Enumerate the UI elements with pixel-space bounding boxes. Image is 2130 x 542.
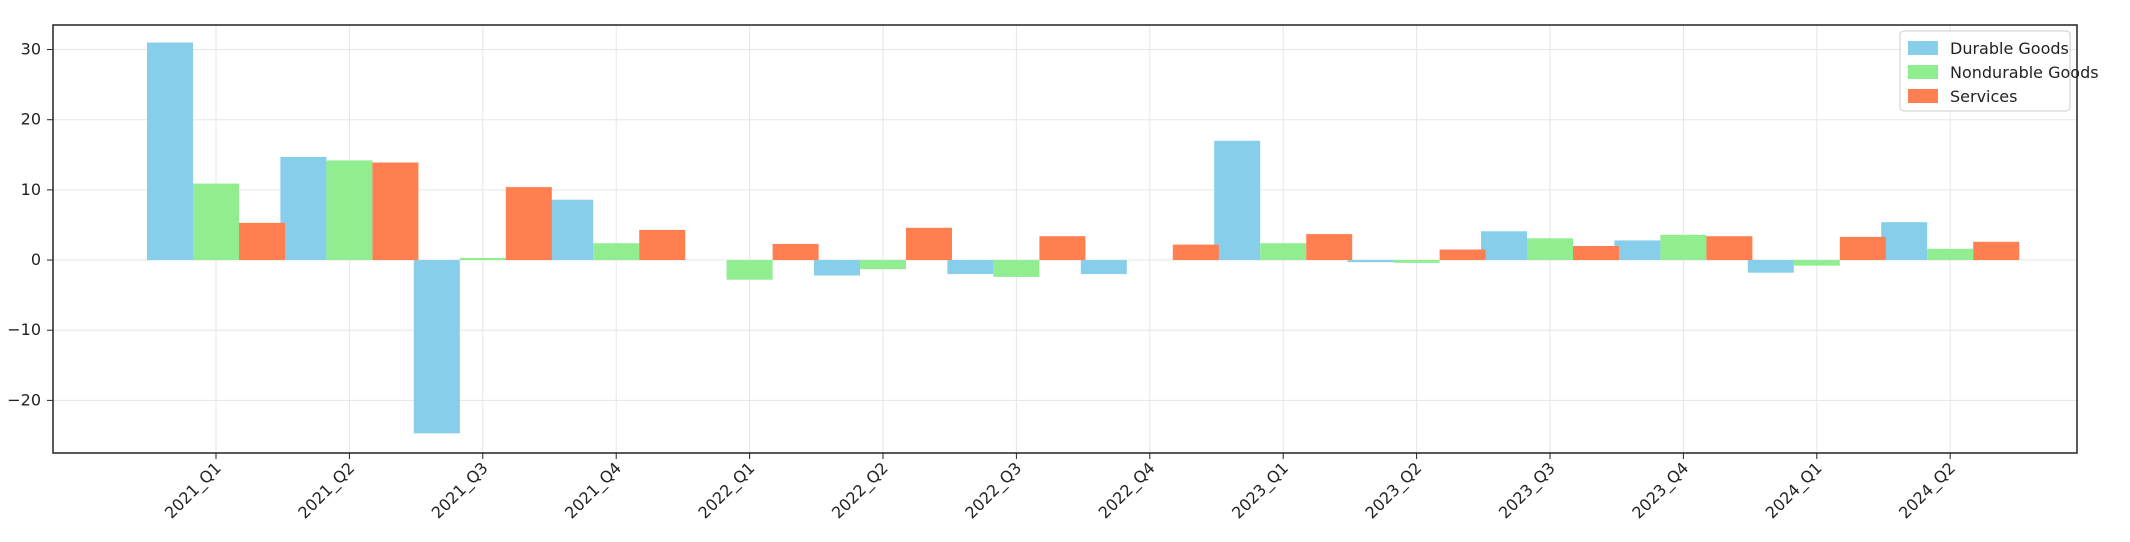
bar-durable-goods <box>1481 231 1527 261</box>
bar-services <box>1573 246 1619 261</box>
x-tick-label: 2021_Q3 <box>428 458 493 523</box>
bar-durable-goods <box>1347 260 1394 263</box>
bar-nondurable-goods <box>1793 260 1840 266</box>
x-tick-label: 2023_Q2 <box>1361 458 1426 523</box>
bar-nondurable-goods <box>193 183 239 261</box>
x-tick-label: 2023_Q1 <box>1228 458 1293 523</box>
x-tick-label: 2023_Q4 <box>1628 458 1693 523</box>
y-tick-label: −10 <box>7 320 41 339</box>
bar-durable-goods <box>947 260 994 275</box>
x-tick-label: 2021_Q1 <box>161 458 226 523</box>
bar-services <box>772 243 819 261</box>
bar-nondurable-goods <box>1927 248 1974 261</box>
bar-durable-goods <box>1747 260 1794 273</box>
y-tick-label: 20 <box>21 110 41 129</box>
bar-nondurable-goods <box>1260 243 1307 261</box>
y-tick-label: −20 <box>7 390 41 409</box>
bar-durable-goods <box>1080 260 1127 275</box>
bar-services <box>1439 249 1486 261</box>
legend: Durable Goods Nondurable Goods Services <box>1899 30 2099 112</box>
bar-services <box>1306 234 1353 261</box>
x-tick-label: 2021_Q4 <box>561 458 626 523</box>
bar-durable-goods <box>1881 222 1928 261</box>
x-tick-label: 2022_Q3 <box>961 458 1026 523</box>
bar-services <box>1706 236 1753 261</box>
x-tick-label: 2023_Q3 <box>1495 458 1560 523</box>
legend-swatch <box>1908 89 1938 103</box>
x-tick-label: 2022_Q2 <box>828 458 893 523</box>
x-tick-label: 2021_Q2 <box>294 458 359 523</box>
x-tick-label: 2024_Q2 <box>1895 458 1960 523</box>
bar-nondurable-goods <box>593 243 640 261</box>
bar-services <box>639 229 686 261</box>
bar-durable-goods <box>413 260 460 434</box>
bar-services <box>1172 244 1219 261</box>
x-tick-label: 2024_Q1 <box>1762 458 1827 523</box>
bar-nondurable-goods <box>1393 260 1440 263</box>
y-tick-label: 0 <box>31 250 41 269</box>
legend-box <box>1899 30 2071 112</box>
y-tick-label: 30 <box>21 40 41 59</box>
legend-label: Durable Goods <box>1950 39 2069 58</box>
bar-services <box>239 222 285 261</box>
bar-services <box>505 187 552 261</box>
bar-services <box>1039 236 1086 261</box>
bar-nondurable-goods <box>459 257 506 261</box>
bar-services <box>1839 236 1886 261</box>
legend-label: Services <box>1950 87 2017 106</box>
legend-swatch <box>1908 41 1938 55</box>
x-tick-label: 2022_Q1 <box>694 458 759 523</box>
bar-durable-goods <box>1614 240 1661 261</box>
bar-nondurable-goods <box>1527 238 1573 261</box>
bar-services <box>906 227 952 261</box>
y-tick-label: 10 <box>21 180 41 199</box>
bar-services <box>1973 241 2020 261</box>
bar-durable-goods <box>814 260 860 276</box>
x-tick-label: 2022_Q4 <box>1095 458 1160 523</box>
bar-durable-goods <box>547 199 594 261</box>
bar-nondurable-goods <box>860 260 906 270</box>
legend-swatch <box>1908 65 1938 79</box>
bar-nondurable-goods <box>326 160 373 261</box>
bars <box>147 42 2020 434</box>
bar-durable-goods <box>280 156 327 261</box>
axes: 30 20 10 0 −10 −20 2021_Q1 2021_Q2 2021_Q3 2021_Q… <box>7 24 2078 523</box>
bar-durable-goods <box>147 42 193 261</box>
bar-nondurable-goods <box>1660 234 1707 261</box>
bar-services <box>372 162 419 261</box>
bar-nondurable-goods <box>726 260 773 280</box>
plot-frame <box>52 24 2078 454</box>
bar-nondurable-goods <box>993 260 1040 277</box>
legend-label: Nondurable Goods <box>1950 63 2099 82</box>
bar-durable-goods <box>1214 140 1261 261</box>
